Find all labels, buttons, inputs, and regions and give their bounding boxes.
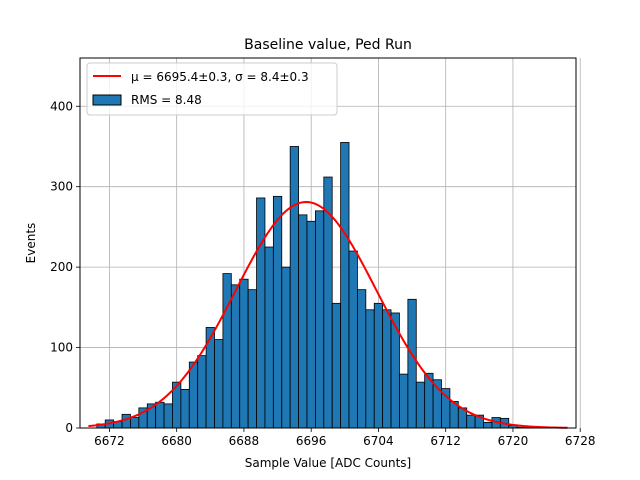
y-tick-label: 300 [50, 180, 73, 194]
legend-fit-label: μ = 6695.4±0.3, σ = 8.4±0.3 [131, 70, 309, 84]
y-axis-label: Events [24, 223, 38, 264]
x-tick-label: 6680 [161, 434, 192, 448]
fit-curve [88, 200, 568, 429]
histogram-bar [264, 246, 274, 429]
histogram-bar [272, 195, 283, 429]
histogram-bar [130, 417, 140, 429]
histogram-bar [365, 309, 375, 429]
x-tick-label: 6720 [498, 434, 529, 448]
histogram-bar [121, 413, 131, 429]
x-axis-label: Sample Value [ADC Counts] [245, 456, 411, 470]
histogram-bar [357, 289, 367, 429]
histogram-bar [256, 197, 266, 429]
y-tick-label: 100 [50, 341, 73, 355]
x-axis-ticks: 6672 6680 6688 6696 6704 6712 6720 6728 [94, 428, 595, 448]
histogram-bar [239, 278, 249, 429]
x-tick-label: 6696 [296, 434, 327, 448]
histogram-bar [331, 302, 342, 429]
histogram-bar [155, 401, 165, 429]
y-tick-label: 200 [50, 260, 73, 274]
histogram-bar [188, 361, 199, 429]
plot-frame [79, 57, 577, 429]
y-axis-ticks: 0 100 200 300 400 [50, 99, 80, 435]
y-tick-label: 400 [50, 99, 73, 113]
histogram-bar [222, 273, 232, 429]
histogram-bar [373, 302, 384, 429]
legend: μ = 6695.4±0.3, σ = 8.4±0.3 RMS = 8.48 [86, 62, 338, 116]
histogram-bar [289, 146, 299, 429]
histogram-bar [382, 309, 392, 429]
histogram-bar [340, 142, 350, 429]
histogram-bar [415, 381, 426, 429]
histogram-bar [483, 421, 493, 429]
histogram-bar [314, 210, 325, 429]
histogram-bar [306, 220, 316, 429]
histogram-bar [197, 355, 207, 429]
chart-title: Baseline value, Ped Run [244, 37, 412, 53]
x-tick-label: 6672 [94, 434, 125, 448]
x-tick-label: 6712 [430, 434, 461, 448]
histogram-bar [407, 298, 417, 429]
legend-hist-swatch [92, 94, 122, 106]
legend-hist-label: RMS = 8.48 [131, 93, 202, 107]
histogram-bar [214, 339, 224, 429]
legend-box [86, 62, 338, 116]
histogram-bar [281, 266, 291, 429]
histogram-bar [230, 284, 241, 429]
histogram-bar [247, 289, 257, 429]
histogram-bar [163, 403, 173, 429]
x-tick-label: 6728 [565, 434, 596, 448]
gaussian-fit [88, 200, 568, 429]
histogram-bar [180, 388, 190, 429]
x-tick-label: 6688 [229, 434, 260, 448]
x-tick-label: 6704 [363, 434, 394, 448]
y-tick-label: 0 [65, 421, 73, 435]
histogram-bar [298, 214, 308, 429]
histogram-bars [96, 142, 535, 429]
histogram-bar [399, 373, 409, 429]
histogram-bar [348, 250, 358, 429]
histogram-bar [466, 414, 476, 429]
